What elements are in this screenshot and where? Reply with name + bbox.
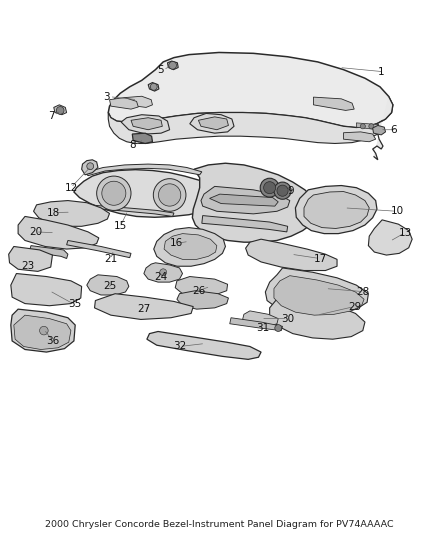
Circle shape [97,176,131,211]
Text: 23: 23 [21,261,35,271]
Polygon shape [164,233,217,260]
Polygon shape [230,318,283,330]
Text: 18: 18 [47,207,60,217]
Text: 9: 9 [288,185,294,196]
Polygon shape [131,118,162,130]
Polygon shape [74,169,221,217]
Circle shape [39,326,48,335]
Polygon shape [154,228,226,266]
Polygon shape [85,164,202,176]
Polygon shape [175,277,228,296]
Polygon shape [18,216,99,249]
Polygon shape [167,61,178,70]
Circle shape [360,124,365,129]
Text: 35: 35 [68,300,81,310]
Text: 15: 15 [114,221,127,231]
Polygon shape [108,112,378,143]
Circle shape [102,181,126,205]
Text: 17: 17 [314,254,327,263]
Polygon shape [274,276,364,315]
Polygon shape [121,115,170,134]
Circle shape [169,61,177,69]
Text: 25: 25 [103,281,117,292]
Text: 20: 20 [29,227,42,237]
Text: 3: 3 [103,92,110,102]
Text: 30: 30 [281,313,294,324]
Text: 5: 5 [157,64,163,75]
Polygon shape [202,215,288,232]
Polygon shape [110,98,138,109]
Text: 32: 32 [173,342,186,351]
Polygon shape [373,96,393,160]
Polygon shape [357,123,379,130]
Text: 16: 16 [170,238,183,248]
Polygon shape [14,315,71,350]
Polygon shape [88,205,174,216]
Polygon shape [34,200,110,227]
Polygon shape [87,275,129,295]
Polygon shape [343,132,376,142]
Polygon shape [29,246,68,259]
Text: 2000 Chrysler Concorde Bezel-Instrument Panel Diagram for PV74AAAAC: 2000 Chrysler Concorde Bezel-Instrument … [45,520,393,529]
Circle shape [153,179,186,211]
Polygon shape [108,52,393,127]
Text: 13: 13 [399,228,412,238]
Text: 24: 24 [154,272,167,282]
Circle shape [260,178,279,197]
Circle shape [277,185,288,196]
Text: 28: 28 [357,287,370,296]
Polygon shape [198,117,229,130]
Polygon shape [11,309,75,352]
Text: 31: 31 [256,324,270,334]
Circle shape [150,83,157,90]
Polygon shape [304,191,369,229]
Text: 10: 10 [391,206,404,216]
Circle shape [87,163,94,169]
Circle shape [57,107,64,114]
Circle shape [369,124,374,129]
Text: 12: 12 [64,183,78,193]
Polygon shape [295,185,377,233]
Circle shape [275,325,282,332]
Polygon shape [314,97,354,110]
Polygon shape [147,332,261,359]
Polygon shape [148,83,159,91]
Text: 26: 26 [192,286,205,296]
Polygon shape [201,187,290,214]
Polygon shape [246,239,337,271]
Text: 8: 8 [129,140,135,150]
Polygon shape [95,294,193,319]
Polygon shape [373,125,385,135]
Polygon shape [125,96,152,108]
Text: 7: 7 [48,110,55,120]
Circle shape [264,182,276,193]
Polygon shape [67,240,131,257]
Polygon shape [270,296,365,339]
Polygon shape [144,263,183,282]
Polygon shape [209,194,278,206]
Polygon shape [243,311,278,327]
Polygon shape [265,268,368,315]
Polygon shape [190,114,234,133]
Polygon shape [9,246,53,271]
Polygon shape [177,290,229,309]
Polygon shape [132,133,152,143]
Text: 29: 29 [348,302,361,312]
Text: 21: 21 [104,254,117,264]
Polygon shape [192,163,318,242]
Polygon shape [81,160,98,175]
Text: 27: 27 [138,304,151,314]
Polygon shape [11,273,81,306]
Text: 36: 36 [46,336,60,346]
Circle shape [274,182,291,199]
Text: 1: 1 [378,67,385,77]
Circle shape [160,269,166,276]
Text: 6: 6 [391,125,397,135]
Polygon shape [54,105,67,115]
Polygon shape [368,220,412,255]
Circle shape [159,184,181,206]
